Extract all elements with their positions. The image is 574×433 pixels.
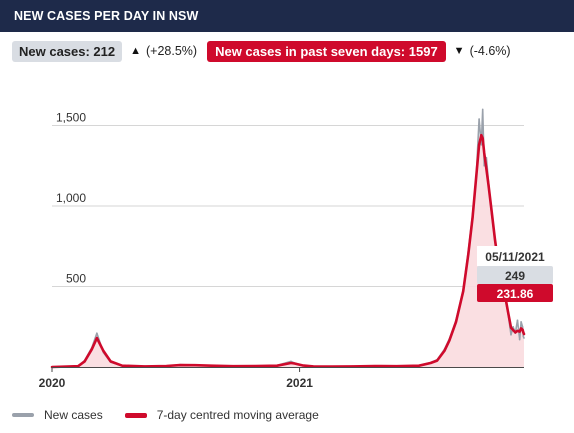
- point-average-38: [485, 167, 488, 170]
- tooltip-new-cases: 249: [505, 269, 525, 283]
- legend-label-new-cases: New cases: [44, 408, 103, 422]
- point-average-12: [210, 364, 213, 367]
- point-average-36: [481, 137, 484, 140]
- point-average-40: [490, 208, 493, 211]
- point-average-4: [95, 337, 98, 340]
- point-new-cases-52: [521, 326, 524, 328]
- point-average-21: [351, 365, 354, 368]
- legend-swatch-grey: [12, 413, 34, 417]
- point-average-37: [483, 151, 486, 154]
- point-average-34: [478, 143, 481, 146]
- point-average-53: [522, 331, 525, 334]
- point-average-49: [516, 329, 519, 332]
- point-average-10: [179, 364, 182, 367]
- point-average-16: [289, 361, 292, 364]
- down-arrow-icon: ▼: [453, 45, 465, 57]
- new-cases-badge: New cases: 212: [12, 40, 123, 62]
- point-average-13: [231, 365, 234, 368]
- point-average-27: [443, 349, 446, 352]
- legend-label-average: 7-day centred moving average: [156, 408, 319, 422]
- tooltip-new-cases-bg: [477, 266, 553, 284]
- point-average-15: [276, 364, 279, 367]
- point-average-54: [523, 332, 525, 335]
- point-average-8: [143, 365, 146, 368]
- point-new-cases-53: [522, 335, 525, 338]
- chart-legend: New cases 7-day centred moving average: [12, 408, 341, 422]
- tooltip-average-bg: [477, 284, 553, 302]
- point-average-26: [436, 359, 439, 362]
- point-average-6: [109, 360, 112, 363]
- point-average-47: [512, 328, 515, 331]
- point-average-30: [462, 290, 465, 293]
- legend-item-new-cases: New cases: [12, 408, 103, 422]
- x-tick-label-2021: 2021: [286, 376, 313, 390]
- y-tick-label-500: 500: [66, 272, 86, 286]
- point-average-1: [77, 365, 80, 368]
- point-new-cases-54: [523, 337, 525, 339]
- point-new-cases-49: [516, 319, 519, 322]
- point-new-cases-4: [96, 332, 98, 334]
- point-new-cases-36: [481, 108, 484, 111]
- point-average-3: [90, 348, 93, 351]
- y-tick-label-1500: 1,500: [56, 111, 86, 125]
- point-new-cases-46: [510, 334, 512, 336]
- point-average-46: [509, 326, 512, 329]
- point-average-24: [418, 364, 421, 367]
- point-average-2: [83, 360, 86, 363]
- point-average-23: [395, 365, 398, 368]
- point-average-28: [448, 339, 451, 342]
- point-new-cases-35: [480, 144, 483, 146]
- point-new-cases-50: [518, 338, 521, 341]
- point-average-11: [194, 364, 197, 367]
- stats-bar: New cases: 212 ▲ (+28.5%) New cases in p…: [12, 40, 521, 62]
- tooltip: 05/11/2021 249 231.86: [477, 246, 553, 302]
- seven-day-change: ▼ (-4.6%): [454, 44, 511, 58]
- legend-item-average: 7-day centred moving average: [124, 408, 319, 422]
- legend-swatch-red: [124, 412, 147, 418]
- new-cases-change-value: (+28.5%): [146, 44, 198, 58]
- tooltip-date: 05/11/2021: [485, 250, 545, 264]
- point-average-31: [467, 253, 470, 256]
- point-average-25: [429, 361, 432, 364]
- point-average-22: [373, 365, 376, 368]
- chart-header: NEW CASES PER DAY IN NSW: [0, 0, 574, 32]
- y-tick-label-1000: 1,000: [56, 191, 86, 205]
- point-new-cases-47: [512, 325, 514, 328]
- point-average-32: [471, 216, 474, 219]
- point-average-45: [507, 311, 510, 314]
- series-line-average: [50, 133, 526, 369]
- point-average-41: [494, 238, 497, 241]
- point-new-cases-34: [478, 118, 480, 120]
- chart-title: NEW CASES PER DAY IN NSW: [14, 9, 199, 23]
- point-average-35: [480, 134, 483, 137]
- point-average-33: [475, 176, 478, 179]
- point-average-5: [102, 349, 105, 352]
- seven-day-badge: New cases in past seven days: 1597: [207, 40, 446, 62]
- point-average-18: [301, 364, 304, 367]
- x-tick-label-2020: 2020: [39, 376, 66, 390]
- point-average-52: [521, 328, 524, 331]
- point-average-19: [312, 365, 315, 368]
- point-new-cases-37: [483, 164, 485, 167]
- point-average-48: [514, 331, 517, 334]
- point-average-51: [520, 327, 523, 330]
- point-average-50: [518, 330, 521, 333]
- seven-day-change-value: (-4.6%): [469, 44, 511, 58]
- point-average-39: [487, 184, 490, 187]
- point-average-7: [121, 364, 124, 367]
- chart-plot: 500 1,000 1,500 2020 2021 05/11/2021 249 231…: [39, 108, 553, 390]
- point-average-14: [254, 365, 257, 368]
- up-arrow-icon: ▲: [130, 45, 142, 57]
- new-cases-change: ▲ (+28.5%): [130, 44, 197, 58]
- point-new-cases-51: [520, 321, 522, 323]
- point-average-29: [454, 320, 457, 323]
- point-average-9: [165, 365, 168, 368]
- tooltip-average: 231.86: [497, 287, 534, 301]
- tooltip-date-bg: [477, 246, 553, 266]
- point-average-17: [293, 362, 296, 365]
